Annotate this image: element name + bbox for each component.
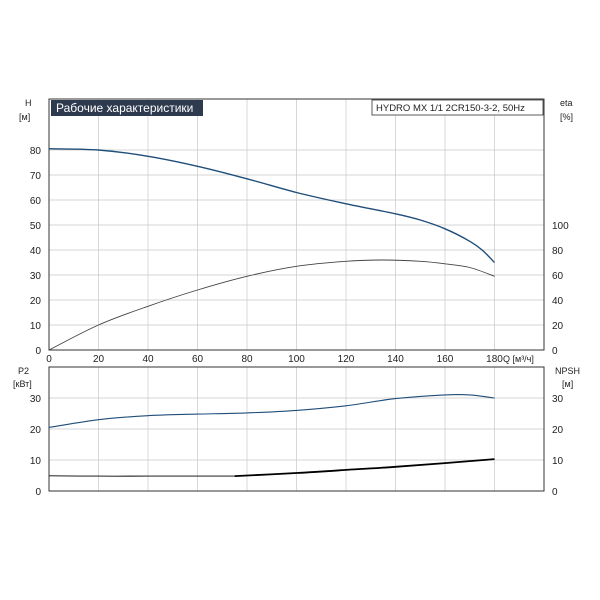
h-tick-label: 80 [30, 146, 42, 157]
eta-axis-ticks: 0 20 40 60 80 100 [552, 221, 569, 357]
p2-tick-label: 30 [30, 394, 42, 405]
chart-title: Рабочие характеристики [56, 101, 193, 115]
q-tick-label: 20 [93, 354, 105, 365]
npsh-axis-unit: [м] [562, 379, 573, 389]
q-tick-label: 160 [437, 354, 454, 365]
h-tick-label: 50 [30, 221, 42, 232]
npsh-tick-label: 30 [552, 394, 564, 405]
h-tick-label: 30 [30, 271, 42, 282]
h-tick-label: 70 [30, 171, 42, 182]
bottom-plot-frame [48, 366, 545, 492]
npsh-curve [48, 393, 495, 428]
model-label: HYDRO MX 1/1 2CR150-3-2, 50Hz [376, 103, 525, 114]
p2-tick-label: 0 [35, 487, 41, 498]
p2-axis-name: P2 [18, 366, 29, 376]
eta-tick-label: 80 [552, 246, 564, 257]
efficiency-curve [48, 259, 495, 351]
eta-axis-unit: [%] [560, 112, 573, 122]
q-tick-label: 60 [192, 354, 204, 365]
model-box [371, 99, 544, 116]
eta-tick-label: 40 [552, 296, 564, 307]
p2-axis-ticks: 0 10 20 30 [30, 394, 42, 498]
top-curves [48, 148, 495, 351]
q-tick-label: 140 [387, 354, 404, 365]
eta-tick-label: 20 [552, 321, 564, 332]
eta-axis-name: eta [560, 98, 573, 108]
h-tick-label: 40 [30, 246, 42, 257]
eta-tick-label: 100 [552, 221, 569, 232]
q-axis-label: Q [м³/ч] [503, 354, 534, 364]
p2-tick-label: 20 [30, 425, 42, 436]
p2-tick-label: 10 [30, 456, 42, 467]
top-panel: 0 10 20 30 40 50 60 70 80 0 20 40 60 80 100 0 20 40 60 80… [19, 98, 573, 365]
top-grid [49, 99, 544, 350]
h-tick-label: 0 [35, 346, 41, 357]
q-tick-label: 0 [46, 354, 52, 365]
h-tick-label: 20 [30, 296, 42, 307]
h-axis-unit: [м] [19, 112, 30, 122]
p2-axis-unit: [кВт] [13, 379, 32, 389]
q-axis-ticks: 0 20 40 60 80 100 120 140 160 180 [46, 354, 503, 365]
eta-tick-label: 60 [552, 271, 564, 282]
h-axis-name: H [25, 98, 32, 108]
npsh-tick-label: 10 [552, 456, 564, 467]
bottom-panel: 0 10 20 30 0 10 20 30 P2 [кВт] NPSH [м] [13, 366, 580, 498]
q-tick-label: 120 [338, 354, 355, 365]
npsh-tick-label: 0 [552, 487, 558, 498]
q-tick-label: 80 [241, 354, 253, 365]
bottom-curves [48, 393, 495, 477]
q-tick-label: 180 [486, 354, 503, 365]
eta-tick-label: 0 [552, 346, 558, 357]
head-curve [48, 148, 495, 263]
h-axis-ticks: 0 10 20 30 40 50 60 70 80 [30, 146, 42, 357]
npsh-tick-label: 20 [552, 425, 564, 436]
q-tick-label: 100 [288, 354, 305, 365]
h-tick-label: 60 [30, 196, 42, 207]
npsh-axis-ticks: 0 10 20 30 [552, 394, 564, 498]
q-tick-label: 40 [142, 354, 154, 365]
h-tick-label: 10 [30, 321, 42, 332]
title-box [51, 100, 203, 116]
npsh-axis-name: NPSH [555, 366, 580, 376]
top-plot-frame [48, 98, 545, 351]
power-curve [234, 458, 495, 477]
